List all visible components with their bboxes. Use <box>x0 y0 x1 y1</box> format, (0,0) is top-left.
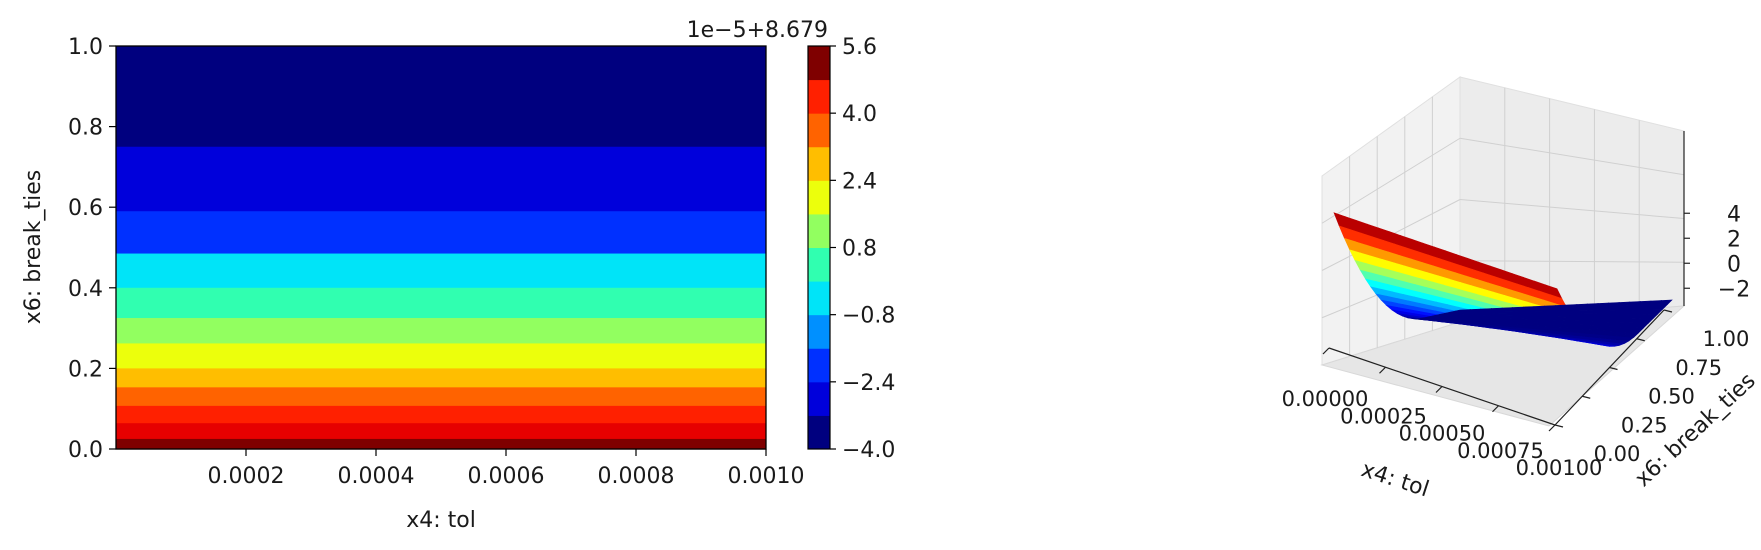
contour-band <box>116 46 766 148</box>
colorbar-cell <box>808 381 830 416</box>
colorbar-tick-label: −2.4 <box>842 371 895 396</box>
colorbar-tick-label: 4.0 <box>842 102 877 127</box>
surface-x-tick-mark <box>1379 366 1386 374</box>
surface-y-tick-mark <box>1663 309 1673 313</box>
surface-x-tick-label: 0.00050 <box>1399 422 1486 446</box>
surface-z-tick-label: 0 <box>1727 252 1741 277</box>
y-tick-label: 1.0 <box>68 35 103 60</box>
colorbar-cell <box>808 247 830 282</box>
surface-y-tick-mark <box>1554 424 1564 428</box>
colorbar-tick-label: 5.6 <box>842 35 877 60</box>
colorbar-offset-label: 1e−5+8.679 <box>687 18 828 43</box>
gridline <box>1459 199 1685 219</box>
contour-band <box>116 211 766 255</box>
colorbar-cell <box>808 415 830 450</box>
colorbar-cell <box>808 113 830 148</box>
contour-band <box>116 318 766 345</box>
contour-band <box>116 423 766 440</box>
contour-band <box>116 287 766 319</box>
surface-x-tick-label: 0.00000 <box>1282 387 1369 411</box>
y-tick-label: 0.2 <box>68 357 103 382</box>
colorbar-cell <box>808 180 830 215</box>
colorbar-cell <box>808 314 830 349</box>
colorbar-tick-label: 0.8 <box>842 237 877 262</box>
y-tick-label: 0.6 <box>68 196 103 221</box>
contour-band <box>116 146 766 212</box>
x-tick-label: 0.0008 <box>598 464 675 489</box>
surface-x-tick-mark <box>1548 424 1556 432</box>
x-tick-label: 0.0004 <box>338 464 415 489</box>
gridline <box>1459 137 1685 176</box>
contour-axes-frame <box>115 45 767 450</box>
colorbar: 5.6 4.0 2.4 0.8 −0.8 −2.4 −4.0 1e−5+8.679 <box>687 18 896 463</box>
contour-band <box>116 368 766 388</box>
contour-bands <box>116 46 766 450</box>
surface-y-tick-label: 0.00 <box>1594 442 1641 466</box>
x-tick-label: 0.0010 <box>728 464 805 489</box>
colorbar-cell <box>808 146 830 181</box>
surface-x-tick-mark <box>1322 347 1330 355</box>
contour-band <box>116 405 766 424</box>
contour-y-ticks: 0.0 0.2 0.4 0.6 0.8 1.0 <box>68 35 116 463</box>
surface-y-tick-mark <box>1582 395 1591 399</box>
colorbar-cell <box>808 281 830 316</box>
surface-y-tick-mark <box>1609 366 1618 371</box>
surface-y-tick-label: 0.25 <box>1621 413 1668 437</box>
y-tick-label: 0.0 <box>68 438 103 463</box>
surface-x-tick-label: 0.00100 <box>1516 456 1603 480</box>
gridline <box>1459 260 1685 263</box>
y-tick-label: 0.4 <box>68 277 103 302</box>
contour-x-ticks: 0.0002 0.0004 0.0006 0.0008 0.0010 <box>208 449 805 489</box>
y-tick-label: 0.8 <box>68 116 103 141</box>
surface-y-tick-mark <box>1636 338 1645 342</box>
colorbar-tick-label: −4.0 <box>842 438 895 463</box>
gridline <box>1321 137 1461 224</box>
surface-facet <box>1655 299 1673 306</box>
contour-band <box>116 438 766 450</box>
colorbar-cell <box>808 79 830 114</box>
surface-x-tick-mark <box>1492 405 1499 413</box>
colorbar-tick-label: −0.8 <box>842 304 895 329</box>
surface-x-tick-label: 0.00075 <box>1457 439 1544 463</box>
surface-y-ticks: 0.00 0.25 0.50 0.75 1.00 <box>1554 309 1750 466</box>
x-tick-label: 0.0002 <box>208 464 285 489</box>
contour-x-axis-label: x4: tol <box>406 508 476 533</box>
surface-x-tick-label: 0.00025 <box>1340 404 1427 428</box>
surface-x-axis-label: x4: tol <box>1358 457 1432 502</box>
contour-band <box>116 343 766 369</box>
colorbar-ticks: 5.6 4.0 2.4 0.8 −0.8 −2.4 −4.0 <box>830 35 895 463</box>
colorbar-cell <box>808 46 830 81</box>
colorbar-cells <box>808 46 830 450</box>
colorbar-cell <box>808 213 830 248</box>
contour-y-axis-label: x6: break_ties <box>21 170 46 324</box>
contour-plot: 0.0002 0.0004 0.0006 0.0008 0.0010 0.0 0.2 0.4… <box>21 35 804 533</box>
surface-y-tick-label: 0.50 <box>1648 385 1695 409</box>
colorbar-cell <box>808 348 830 383</box>
colorbar-tick-label: 2.4 <box>842 169 877 194</box>
surface-x-tick-mark <box>1435 386 1443 393</box>
surface-y-tick-label: 1.00 <box>1703 327 1750 351</box>
contour-band <box>116 253 766 289</box>
surface-y-tick-label: 0.75 <box>1675 356 1722 380</box>
surface-z-tick-label: −2 <box>1718 277 1750 302</box>
x-tick-label: 0.0006 <box>468 464 545 489</box>
surface-mesh <box>1333 212 1673 347</box>
surface-z-tick-label: 2 <box>1727 227 1741 252</box>
surface-z-tick-label: 4 <box>1727 202 1741 227</box>
contour-band <box>116 387 766 407</box>
